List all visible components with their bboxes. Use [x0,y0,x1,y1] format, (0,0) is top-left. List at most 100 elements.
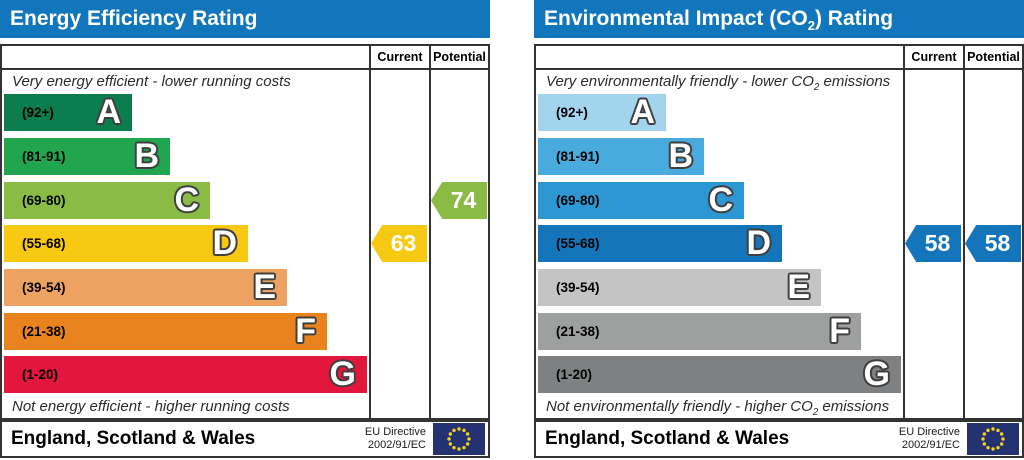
band-bar-b: (81-91) B [4,138,170,175]
top-caption-text: Very energy efficient - lower running co… [12,73,291,90]
column-divider [903,46,905,418]
band-letter: F [829,312,850,350]
potential-column-header: Potential [967,50,1020,64]
eu-flag-icon [433,423,485,455]
band-letter: G [329,355,356,393]
band-row-c: (69-80) C [4,182,210,219]
band-row-g: (1-20) G [4,356,367,393]
band-range-label: (55-68) [556,236,600,251]
band-letter: A [630,93,655,131]
panel-title-text: Energy Efficiency Rating [10,7,258,30]
potential-column-header: Potential [433,50,486,64]
band-letter: D [746,224,771,262]
band-range-label: (39-54) [556,280,600,295]
current-rating-arrow: 63 [371,225,427,262]
band-bar-f: (21-38) F [4,313,327,350]
current-column-header: Current [377,50,423,64]
band-row-c: (69-80) C [538,182,744,219]
eu-flag-icon [967,423,1019,455]
energy-efficiency-panel: Energy Efficiency Rating Current Potenti… [0,0,490,460]
header-row-divider [536,68,1022,70]
eu-directive-line1: EU Directive [898,425,960,438]
band-row-b: (81-91) B [4,138,170,175]
band-row-b: (81-91) B [538,138,704,175]
eu-directive-label: EU Directive 2002/91/EC [365,426,426,452]
band-row-a: (92+) A [4,94,132,131]
band-letter: E [253,268,276,306]
band-range-label: (55-68) [22,236,66,251]
band-bar-e: (39-54) E [4,269,287,306]
panel-title-subscript: 2 [807,18,815,34]
band-letter: A [96,93,121,131]
band-range-label: (69-80) [556,193,600,208]
bottom-caption-text-post: emissions [818,398,890,415]
top-caption: Very energy efficient - lower running co… [12,73,362,93]
eu-directive-label: EU Directive 2002/91/EC [899,426,960,452]
band-row-e: (39-54) E [4,269,287,306]
band-letter: E [787,268,810,306]
band-row-a: (92+) A [538,94,666,131]
band-letter: C [174,181,199,219]
band-bar-g: (1-20) G [4,356,367,393]
band-row-e: (39-54) E [538,269,821,306]
band-row-f: (21-38) F [4,313,327,350]
band-letter: B [134,137,159,175]
top-caption-subscript: 2 [813,82,820,93]
eu-directive-line2: 2002/91/EC [901,439,960,451]
column-divider [963,46,965,418]
panel-title-text: Environmental Impact (CO [544,7,808,30]
header-row-divider [2,68,488,70]
band-bar-b: (81-91) B [538,138,704,175]
band-letter: B [668,137,693,175]
panel-title-text-post: ) Rating [814,7,894,30]
band-bar-d: (55-68) D [4,225,248,262]
environmental-impact-panel: Environmental Impact (CO2) Rating Curren… [534,0,1024,460]
band-range-label: (21-38) [22,324,66,339]
current-rating-arrow: 58 [905,225,961,262]
band-range-label: (81-91) [22,149,66,164]
band-row-d: (55-68) D [538,225,782,262]
top-caption-text: Very environmentally friendly - lower CO [546,73,814,90]
eu-directive-line1: EU Directive [364,425,426,438]
band-letter: G [863,355,890,393]
rating-table: Current Potential Very energy efficient … [0,44,490,420]
panel-title: Environmental Impact (CO2) Rating [534,0,1024,38]
band-letter: F [295,312,316,350]
potential-rating-arrow: 74 [431,182,487,219]
band-bar-e: (39-54) E [538,269,821,306]
column-divider [429,46,431,418]
band-range-label: (69-80) [22,193,66,208]
band-range-label: (92+) [22,105,54,120]
band-range-label: (81-91) [556,149,600,164]
band-letter: C [708,181,733,219]
region-label: England, Scotland & Wales [11,428,256,449]
band-range-label: (92+) [556,105,588,120]
panel-footer: England, Scotland & Wales EU Directive 20… [0,420,490,458]
bottom-caption-subscript: 2 [812,407,819,418]
band-bar-a: (92+) A [538,94,666,131]
band-bar-a: (92+) A [4,94,132,131]
bottom-caption-text: Not environmentally friendly - higher CO [546,398,813,415]
top-caption: Very environmentally friendly - lower CO… [546,73,896,93]
band-bar-c: (69-80) C [4,182,210,219]
band-bar-g: (1-20) G [538,356,901,393]
band-range-label: (1-20) [22,367,59,382]
band-row-d: (55-68) D [4,225,248,262]
band-letter: D [212,224,237,262]
panel-title: Energy Efficiency Rating [0,0,490,38]
band-bar-c: (69-80) C [538,182,744,219]
current-column-header: Current [911,50,957,64]
band-range-label: (39-54) [22,280,66,295]
bottom-caption: Not energy efficient - higher running co… [12,398,362,418]
potential-rating-arrow: 58 [965,225,1021,262]
band-range-label: (21-38) [556,324,600,339]
band-row-f: (21-38) F [538,313,861,350]
band-row-g: (1-20) G [538,356,901,393]
band-range-label: (1-20) [556,367,593,382]
band-bar-d: (55-68) D [538,225,782,262]
bottom-caption: Not environmentally friendly - higher CO… [546,398,896,418]
band-bar-f: (21-38) F [538,313,861,350]
eu-directive-line2: 2002/91/EC [367,439,426,451]
bottom-caption-text: Not energy efficient - higher running co… [12,398,290,415]
